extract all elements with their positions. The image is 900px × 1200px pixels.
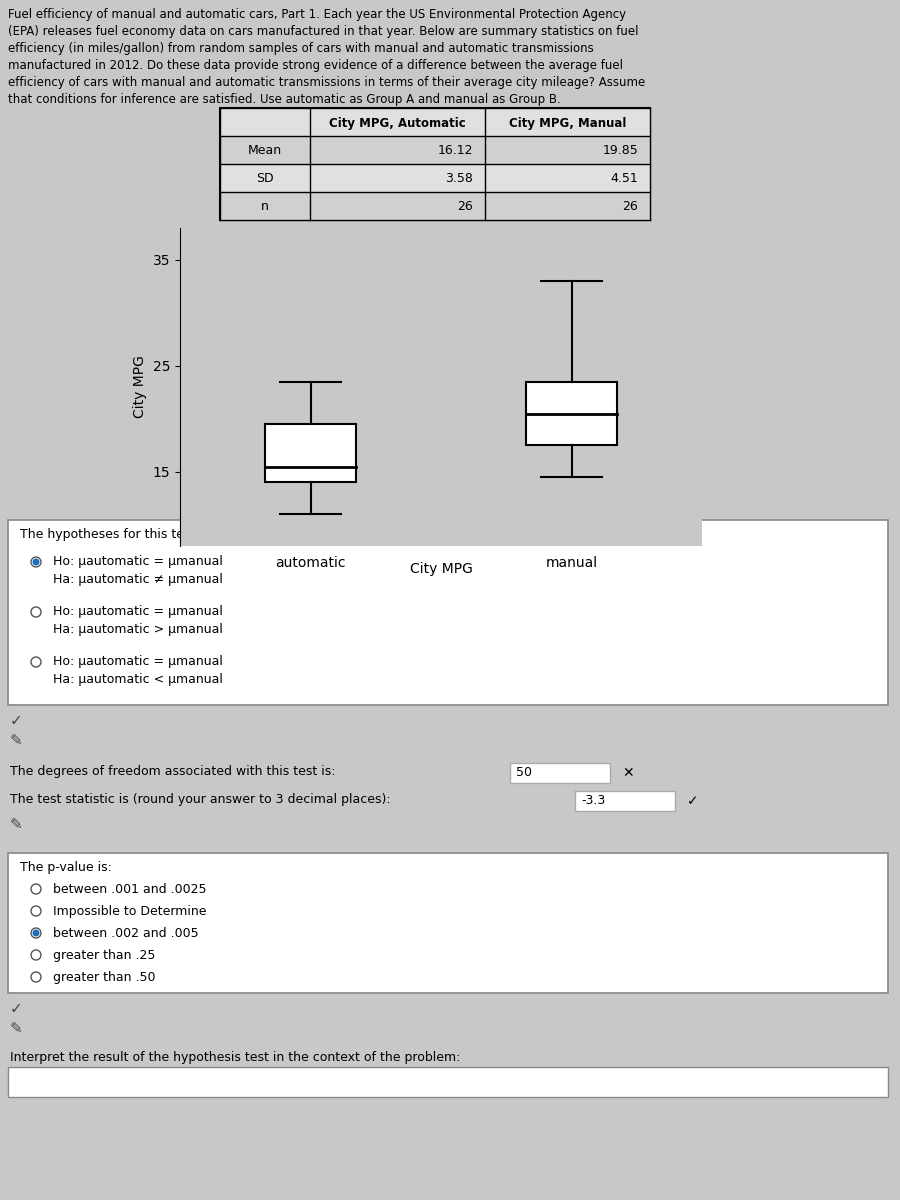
Text: 16.12: 16.12	[437, 144, 473, 157]
Circle shape	[32, 558, 40, 565]
Text: Fuel efficiency of manual and automatic cars, Part 1. Each year the US Environme: Fuel efficiency of manual and automatic …	[8, 8, 626, 20]
Text: Interpret the result of the hypothesis test in the context of the problem:: Interpret the result of the hypothesis t…	[10, 1051, 461, 1064]
Bar	[220, 164, 650, 192]
Text: ✎: ✎	[10, 733, 22, 748]
Bar	[510, 763, 610, 782]
Circle shape	[31, 906, 41, 916]
Circle shape	[31, 950, 41, 960]
Bar	[220, 108, 650, 136]
Text: SD: SD	[256, 173, 274, 186]
Text: that conditions for inference are satisfied. Use automatic as Group A and manual: that conditions for inference are satisf…	[8, 92, 561, 106]
Text: efficiency of cars with manual and automatic transmissions in terms of their ave: efficiency of cars with manual and autom…	[8, 76, 645, 89]
Bar	[220, 108, 650, 220]
Text: 3.58: 3.58	[446, 173, 473, 186]
Circle shape	[31, 658, 41, 667]
Bar	[8, 853, 888, 994]
Text: Impossible to Determine: Impossible to Determine	[53, 905, 206, 918]
Text: The test statistic is (round your answer to 3 decimal places):: The test statistic is (round your answer…	[10, 793, 391, 806]
Text: City MPG: City MPG	[410, 562, 472, 576]
Bar	[575, 791, 675, 811]
Text: Ho: μautomatic = μmanual: Ho: μautomatic = μmanual	[53, 605, 223, 618]
Circle shape	[31, 557, 41, 566]
Text: ✎: ✎	[10, 817, 22, 832]
Bar	[8, 520, 888, 704]
Text: ✓: ✓	[687, 794, 698, 808]
Text: 50: 50	[516, 766, 532, 779]
Text: Ha: μautomatic ≠ μmanual: Ha: μautomatic ≠ μmanual	[53, 572, 223, 586]
Text: manufactured in 2012. Do these data provide strong evidence of a difference betw: manufactured in 2012. Do these data prov…	[8, 59, 623, 72]
Circle shape	[31, 607, 41, 617]
Text: 26: 26	[457, 200, 473, 214]
Text: City MPG, Automatic: City MPG, Automatic	[329, 116, 466, 130]
Text: between .001 and .0025: between .001 and .0025	[53, 883, 206, 896]
Circle shape	[31, 972, 41, 982]
Text: Ho: μautomatic = μmanual: Ho: μautomatic = μmanual	[53, 554, 223, 568]
Bar	[526, 382, 617, 445]
Text: -3.3: -3.3	[581, 794, 605, 806]
Text: Mean: Mean	[248, 144, 282, 157]
Text: 26: 26	[622, 200, 638, 214]
Text: ✎: ✎	[10, 1021, 22, 1036]
Y-axis label: City MPG: City MPG	[133, 355, 147, 419]
Text: efficiency (in miles/gallon) from random samples of cars with manual and automat: efficiency (in miles/gallon) from random…	[8, 42, 594, 55]
Bar	[220, 136, 650, 164]
Text: n: n	[261, 200, 269, 214]
Text: greater than .50: greater than .50	[53, 971, 156, 984]
Text: The p-value is:: The p-value is:	[20, 862, 112, 874]
Bar	[220, 192, 650, 220]
Circle shape	[32, 930, 40, 936]
Bar	[8, 1067, 888, 1097]
Text: Ha: μautomatic > μmanual: Ha: μautomatic > μmanual	[53, 623, 223, 636]
Text: ✓: ✓	[10, 713, 22, 728]
Circle shape	[31, 928, 41, 938]
Text: (EPA) releases fuel economy data on cars manufactured in that year. Below are su: (EPA) releases fuel economy data on cars…	[8, 25, 638, 38]
Text: The degrees of freedom associated with this test is:: The degrees of freedom associated with t…	[10, 766, 336, 778]
Circle shape	[31, 884, 41, 894]
Text: Ho: μautomatic = μmanual: Ho: μautomatic = μmanual	[53, 655, 223, 668]
Text: ✓: ✓	[10, 1001, 22, 1016]
Text: greater than .25: greater than .25	[53, 949, 156, 962]
Text: City MPG, Manual: City MPG, Manual	[508, 116, 626, 130]
Text: ✕: ✕	[622, 766, 634, 780]
Bar	[265, 424, 356, 482]
Text: 19.85: 19.85	[602, 144, 638, 157]
Text: 4.51: 4.51	[610, 173, 638, 186]
Text: between .002 and .005: between .002 and .005	[53, 926, 199, 940]
Text: The hypotheses for this test are:: The hypotheses for this test are:	[20, 528, 224, 541]
Text: Ha: μautomatic < μmanual: Ha: μautomatic < μmanual	[53, 673, 223, 686]
